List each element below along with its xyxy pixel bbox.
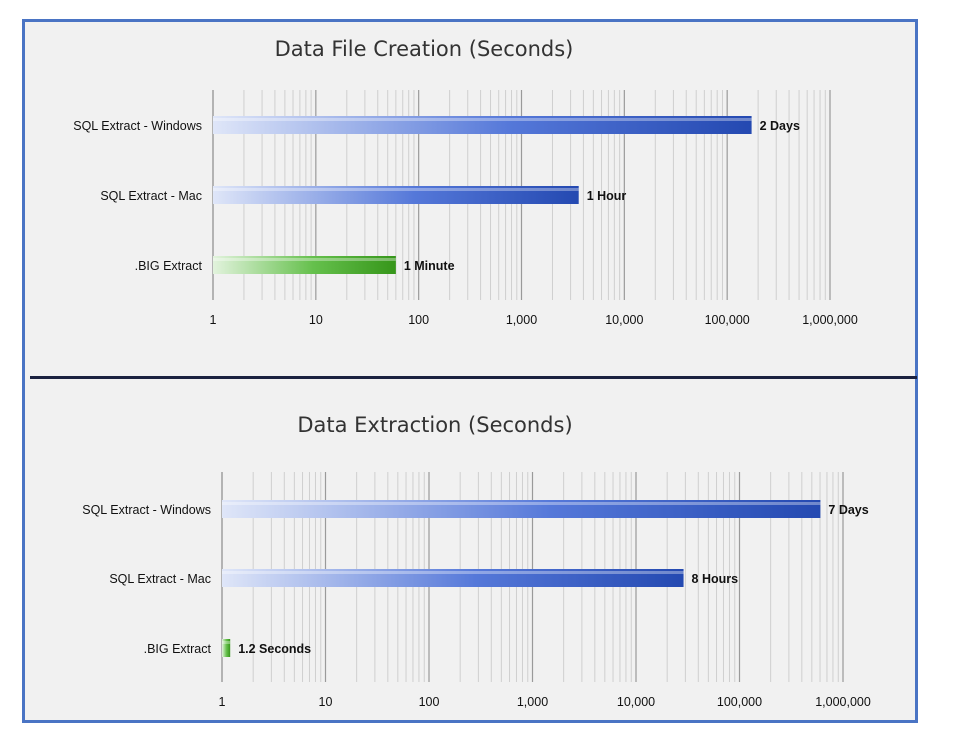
bar <box>222 569 684 587</box>
category-label: SQL Extract - Windows <box>82 503 211 517</box>
x-tick-label: 10 <box>319 695 333 709</box>
data-label: 8 Hours <box>692 572 739 586</box>
chart-title: Data File Creation (Seconds) <box>275 37 574 61</box>
chart-frame <box>22 19 918 723</box>
bar-highlight <box>222 571 684 574</box>
x-tick-label: 10 <box>309 313 323 327</box>
bar-highlight <box>213 188 579 191</box>
category-label: .BIG Extract <box>135 259 203 273</box>
x-tick-label: 1,000,000 <box>802 313 858 327</box>
x-tick-label: 100,000 <box>705 313 750 327</box>
data-extraction-chart: Data Extraction (Seconds) 1 10 100 1,000 10,0… <box>82 413 871 709</box>
bar <box>213 116 752 134</box>
bar <box>222 639 231 657</box>
data-label: 1 Minute <box>404 259 455 273</box>
x-tick-label: 100 <box>419 695 440 709</box>
x-tick-label: 10,000 <box>617 695 655 709</box>
data-label: 1.2 Seconds <box>238 642 311 656</box>
x-tick-label: 1,000 <box>506 313 537 327</box>
bar <box>222 500 821 518</box>
bar <box>213 256 396 274</box>
category-label: SQL Extract - Mac <box>109 572 211 586</box>
data-label: 2 Days <box>760 119 800 133</box>
category-label: SQL Extract - Mac <box>100 189 202 203</box>
bar <box>213 186 579 204</box>
x-tick-label: 100 <box>408 313 429 327</box>
x-tick-label: 10,000 <box>605 313 643 327</box>
data-label: 1 Hour <box>587 189 627 203</box>
category-label: SQL Extract - Windows <box>73 119 202 133</box>
bar-highlight <box>222 641 231 644</box>
x-tick-label: 1 <box>219 695 226 709</box>
data-label: 7 Days <box>828 503 868 517</box>
bar-highlight <box>222 502 821 505</box>
x-tick-label: 1,000 <box>517 695 548 709</box>
bar-highlight <box>213 118 752 121</box>
data-file-creation-chart: Data File Creation (Seconds) 1 10 100 1,000 1… <box>73 37 858 327</box>
category-label: .BIG Extract <box>144 642 212 656</box>
x-tick-label: 1 <box>210 313 217 327</box>
chart-title: Data Extraction (Seconds) <box>297 413 572 437</box>
x-tick-label: 100,000 <box>717 695 762 709</box>
chart-divider <box>30 376 917 379</box>
bar-highlight <box>213 258 396 261</box>
x-tick-label: 1,000,000 <box>815 695 871 709</box>
